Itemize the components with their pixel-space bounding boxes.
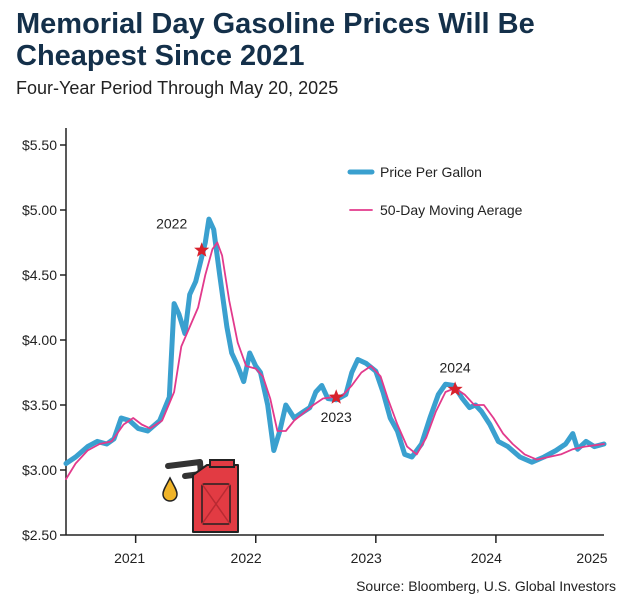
legend-label: 50-Day Moving Aerage	[380, 202, 523, 218]
series-line-50-day-moving-average	[65, 241, 605, 480]
chart-subtitle: Four-Year Period Through May 20, 2025	[16, 78, 339, 98]
y-tick-label: $3.00	[22, 462, 57, 478]
source-note: Source: Bloomberg, U.S. Global Investors	[356, 578, 616, 594]
star-icon	[447, 381, 463, 396]
star-icon	[328, 389, 344, 404]
legend: Price Per Gallon 50-Day Moving Aerage	[347, 164, 523, 218]
chart-title: Memorial Day Gasoline Prices Will Be Che…	[16, 8, 535, 72]
series-line-price-per-gallon	[63, 216, 607, 466]
fuel-drop-icon	[162, 476, 178, 502]
gas-can-icon	[162, 459, 239, 533]
y-tick-label: $4.50	[22, 267, 57, 283]
y-tick-label: $5.50	[22, 137, 57, 153]
x-tick-label: 2023	[351, 550, 382, 566]
annotation-label: 2023	[321, 409, 352, 425]
star-icon	[194, 242, 210, 257]
x-tick-label: 2022	[231, 550, 262, 566]
y-tick-label: $4.00	[22, 332, 57, 348]
x-tick-label: 2021	[114, 550, 145, 566]
y-tick-label: $2.50	[22, 527, 57, 543]
y-tick-label: $5.00	[22, 202, 57, 218]
y-tick-label: $3.50	[22, 397, 57, 413]
x-tick-label: 2024	[471, 550, 502, 566]
legend-label: Price Per Gallon	[380, 164, 482, 180]
x-tick-label: 2025	[576, 550, 607, 566]
annotation-label: 2022	[156, 215, 187, 231]
annotation-label: 2024	[440, 359, 471, 375]
